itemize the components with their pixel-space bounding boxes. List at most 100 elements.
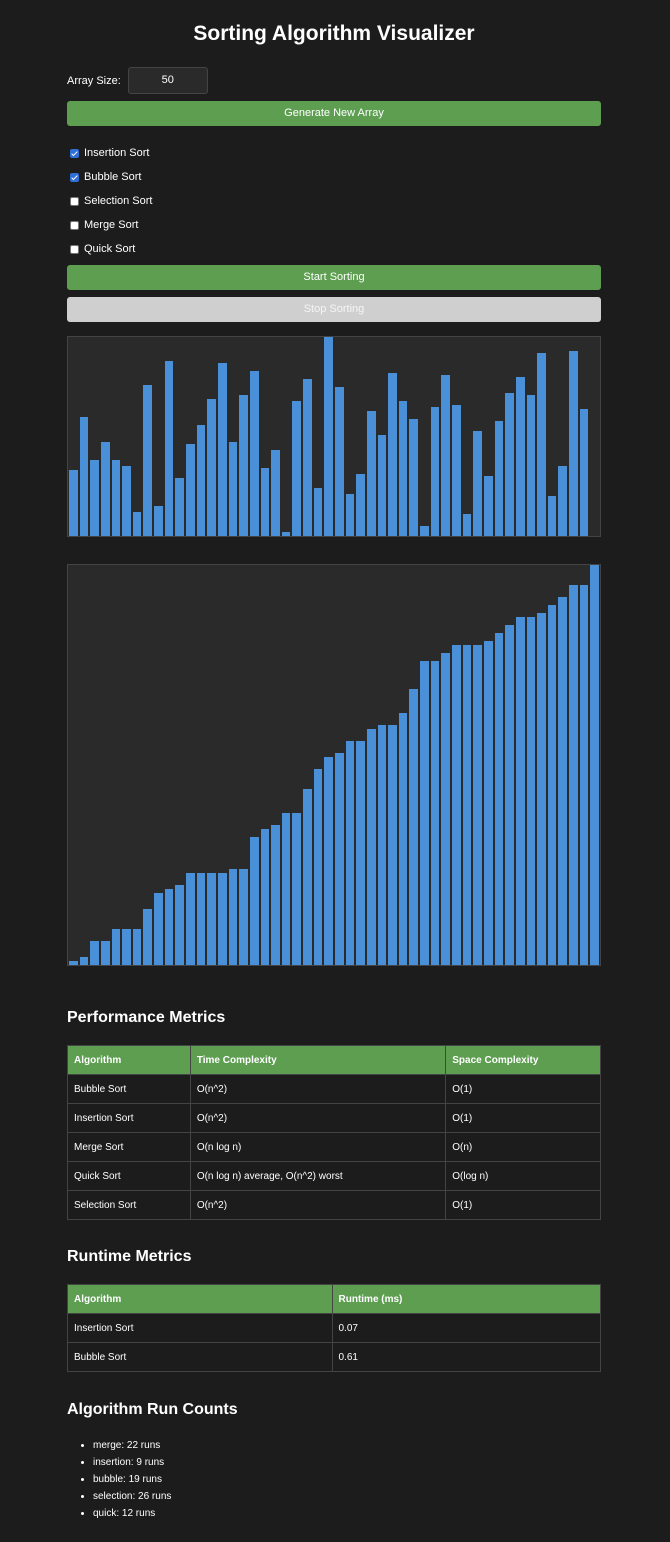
algorithm-label: Quick Sort (84, 243, 136, 255)
array-bar (291, 400, 303, 536)
runtime-header-row: Algorithm Runtime (ms) (67, 1284, 601, 1314)
array-bar (493, 420, 505, 536)
array-bar (461, 514, 473, 536)
column-header: Runtime (ms) (331, 1284, 601, 1314)
algorithm-label: Merge Sort (84, 219, 139, 231)
array-bar (429, 661, 441, 965)
algorithm-option[interactable]: Quick Sort (70, 237, 152, 261)
array-bar (387, 725, 398, 965)
array-bar (291, 813, 303, 965)
table-cell: Insertion Sort (67, 1313, 333, 1343)
array-bar (472, 430, 483, 536)
array-size-input[interactable]: 50 (127, 67, 208, 94)
array-size-row: Array Size: 50 (67, 67, 208, 94)
table-cell: O(1) (445, 1190, 601, 1220)
array-bar (344, 494, 356, 536)
array-bar (514, 376, 526, 536)
algorithm-option[interactable]: Merge Sort (70, 213, 152, 237)
algorithm-checkbox[interactable] (70, 196, 79, 206)
array-bar (174, 885, 186, 965)
array-bar (68, 961, 79, 965)
start-sorting-button[interactable]: Start Sorting (67, 265, 601, 290)
array-bar (451, 645, 462, 965)
runtime-heading: Runtime Metrics (67, 1248, 192, 1265)
array-bar (461, 645, 473, 965)
array-bar (578, 408, 590, 536)
array-bar (568, 350, 579, 536)
algorithm-checkbox[interactable] (70, 244, 79, 254)
page-title: Sorting Algorithm Visualizer (193, 22, 475, 45)
array-bar (227, 869, 239, 965)
array-bar (525, 617, 537, 965)
array-bar (482, 476, 494, 536)
table-cell: 0.07 (331, 1313, 601, 1343)
list-item: selection: 26 runs (93, 1488, 171, 1505)
table-cell: O(n) (445, 1132, 601, 1162)
generate-array-button[interactable]: Generate New Array (67, 101, 601, 126)
array-bar (238, 394, 249, 536)
table-cell: Bubble Sort (67, 1074, 191, 1104)
array-bar (323, 757, 334, 965)
array-bar (216, 362, 228, 536)
table-cell: O(1) (445, 1074, 601, 1104)
table-cell: O(n^2) (189, 1190, 447, 1220)
run-counts-list: merge: 22 runsinsertion: 9 runsbubble: 1… (67, 1437, 171, 1522)
array-bar (280, 813, 292, 965)
bubble-sort-visualizer (67, 564, 601, 966)
array-bar (568, 585, 579, 965)
array-bar (546, 605, 558, 965)
array-bar (482, 641, 494, 965)
algorithm-checkbox[interactable] (70, 220, 79, 230)
array-bar (302, 789, 313, 965)
table-cell: Selection Sort (67, 1190, 191, 1220)
array-bar (440, 374, 452, 536)
array-bar (195, 424, 207, 536)
array-bar (472, 645, 483, 965)
array-bar (248, 370, 260, 536)
table-cell: Merge Sort (67, 1132, 191, 1162)
table-cell: O(n log n) (189, 1132, 447, 1162)
runtime-table: Algorithm Runtime (ms) Insertion Sort 0.07… (67, 1284, 601, 1372)
table-cell: O(n log n) average, O(n^2) worst (189, 1161, 447, 1191)
list-item: merge: 22 runs (93, 1437, 171, 1454)
algorithm-label: Selection Sort (84, 195, 153, 207)
array-bar (334, 753, 345, 965)
array-size-label: Array Size: (67, 74, 121, 87)
algorithm-option[interactable]: Selection Sort (70, 189, 152, 213)
algorithm-checkbox[interactable] (70, 148, 79, 158)
column-header: Time Complexity (189, 1045, 447, 1075)
array-bar (78, 957, 90, 965)
array-bar (153, 893, 164, 965)
table-row: Merge Sort O(n log n) O(n) (67, 1132, 601, 1162)
array-bar (536, 613, 547, 965)
stop-sorting-button[interactable]: Stop Sorting (67, 297, 601, 322)
array-bar (589, 565, 600, 965)
array-bar (323, 337, 334, 536)
table-row: Quick Sort O(n log n) average, O(n^2) wor… (67, 1161, 601, 1191)
array-bar (153, 506, 164, 536)
algorithm-checkbox-list: Insertion Sort Bubble Sort Selection Sort M… (70, 141, 152, 261)
algorithm-option[interactable]: Insertion Sort (70, 141, 152, 165)
array-bar (163, 889, 175, 965)
array-bar (99, 941, 111, 965)
array-bar (578, 585, 590, 965)
array-bar (504, 392, 515, 536)
table-row: Bubble Sort 0.61 (67, 1342, 601, 1372)
array-bar (312, 769, 324, 965)
table-cell: O(log n) (445, 1161, 601, 1191)
table-cell: 0.61 (331, 1342, 601, 1372)
array-bar (185, 873, 196, 965)
array-bar (195, 873, 207, 965)
array-bar (440, 653, 452, 965)
array-bar (429, 406, 441, 536)
algorithm-option[interactable]: Bubble Sort (70, 165, 152, 189)
array-bar (451, 404, 462, 536)
array-bar (89, 460, 100, 536)
array-bar (248, 837, 260, 965)
array-bar (419, 661, 430, 965)
algorithm-checkbox[interactable] (70, 172, 79, 182)
array-bar (365, 410, 377, 536)
array-bar (344, 741, 356, 965)
array-bar (259, 468, 271, 536)
table-row: Selection Sort O(n^2) O(1) (67, 1190, 601, 1220)
